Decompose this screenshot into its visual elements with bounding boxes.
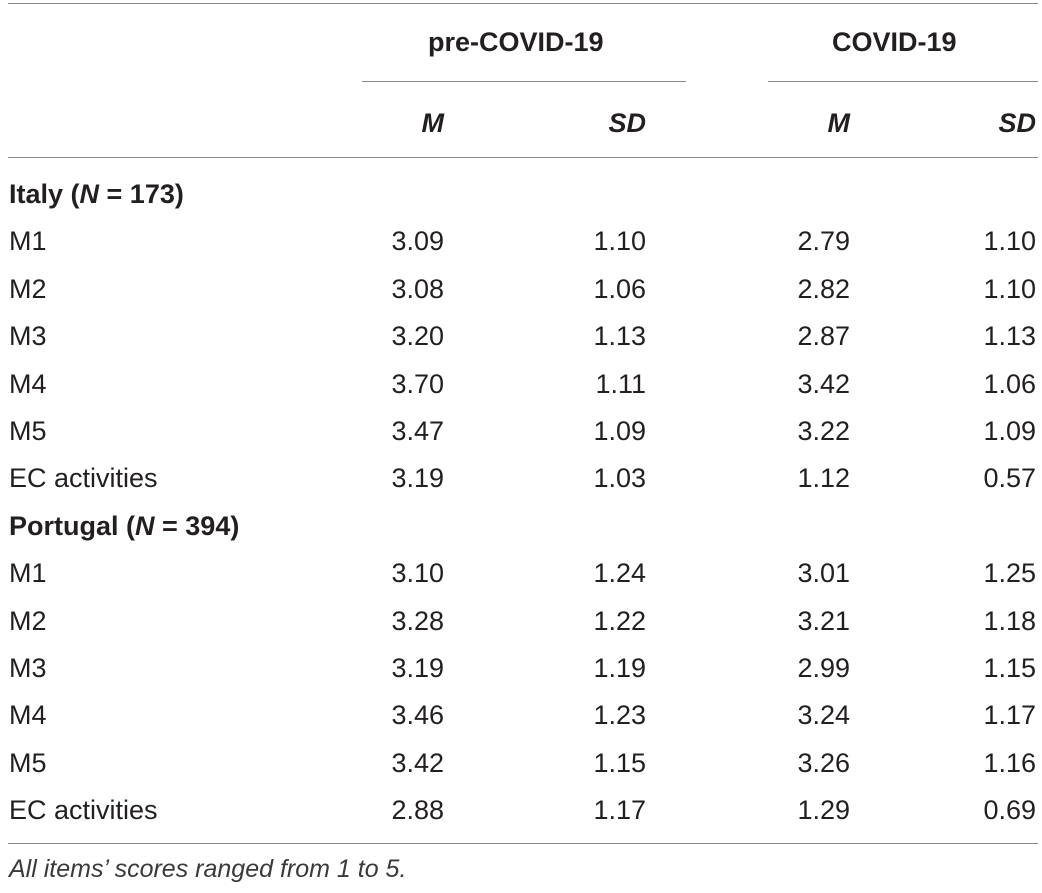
subheader-pre-m: M: [421, 108, 445, 138]
table-cell: 1.12: [797, 463, 850, 494]
table-cell: 1.09: [593, 416, 646, 446]
table-cell: 3.70: [391, 368, 444, 399]
section-name: Portugal: [9, 510, 119, 541]
table-cell: 3.09: [391, 226, 444, 257]
table-cell: 1.16: [983, 747, 1036, 778]
table-cell: 1.17: [593, 795, 646, 826]
group-rule-pre-covid: [362, 81, 686, 82]
table-cell: 1.10: [983, 273, 1036, 304]
section-header: Italy (N = 173): [9, 179, 184, 209]
section-n-symbol: N: [135, 510, 155, 541]
table-cell: 3.24: [797, 700, 850, 731]
section-name: Italy: [9, 179, 64, 209]
row-label: M3: [9, 321, 47, 352]
header-bottom-rule: [8, 157, 1038, 158]
table-cell: 3.08: [391, 273, 444, 304]
table-cell: 3.01: [797, 558, 850, 589]
section-n-value: = 394): [154, 510, 240, 541]
table-cell: 3.26: [797, 747, 850, 778]
group-rule-covid: [768, 81, 1038, 82]
row-label: M2: [9, 605, 47, 636]
table-top-rule: [8, 3, 1038, 4]
table-cell: 1.10: [593, 226, 646, 257]
row-label: M1: [9, 558, 47, 589]
section-n-symbol: N: [79, 179, 100, 209]
table-cell: 0.57: [983, 463, 1036, 494]
table-cell: 1.17: [983, 700, 1036, 731]
row-label: M1: [9, 226, 47, 257]
table-cell: 1.09: [983, 416, 1036, 446]
table-cell: 1.15: [983, 653, 1036, 683]
row-label: EC activities: [9, 795, 158, 826]
row-label: EC activities: [9, 463, 158, 494]
table-cell: 1.06: [593, 273, 646, 304]
group-header-pre-covid: pre-COVID-19: [428, 27, 604, 57]
subheader-covid-m: M: [827, 108, 851, 138]
section-header: Portugal (N = 394): [9, 510, 240, 541]
table-cell: 1.18: [983, 605, 1036, 636]
table-cell: 1.19: [593, 653, 646, 683]
row-label: M4: [9, 368, 47, 399]
section-n-value: = 173): [99, 179, 184, 209]
table-cell: 2.82: [797, 273, 850, 304]
table-cell: 1.25: [983, 558, 1036, 589]
row-label: M5: [9, 416, 47, 446]
table-cell: 2.79: [797, 226, 850, 257]
subheader-covid-sd: SD: [998, 108, 1036, 138]
table-cell: 1.15: [593, 747, 646, 778]
table-cell: 1.10: [983, 226, 1036, 257]
table-cell: 1.13: [983, 321, 1036, 352]
table-cell: 2.99: [797, 653, 850, 683]
table-cell: 3.42: [391, 747, 444, 778]
table-cell: 1.23: [593, 700, 646, 731]
table-cell: 1.11: [595, 368, 646, 399]
table-cell: 1.13: [593, 321, 646, 352]
row-label: M5: [9, 747, 47, 778]
table-cell: 2.88: [391, 795, 444, 826]
table-cell: 3.22: [797, 416, 850, 446]
table-cell: 3.42: [797, 368, 850, 399]
table-cell: 3.20: [391, 321, 444, 352]
table-cell: 2.87: [797, 321, 850, 352]
table-cell: 1.29: [797, 795, 850, 826]
row-label: M4: [9, 700, 47, 731]
table-cell: 3.46: [391, 700, 444, 731]
table-cell: 3.21: [797, 605, 850, 636]
table-cell: 3.10: [391, 558, 444, 589]
table-cell: 3.47: [391, 416, 444, 446]
table-cell: 3.28: [391, 605, 444, 636]
table-cell: 1.24: [593, 558, 646, 589]
row-label: M3: [9, 653, 47, 683]
table-footnote: All items’ scores ranged from 1 to 5.: [9, 855, 407, 883]
table-cell: 1.22: [593, 605, 646, 636]
table-cell: 0.69: [983, 795, 1036, 826]
table-cell: 1.06: [983, 368, 1036, 399]
row-label: M2: [9, 273, 47, 304]
table-cell: 3.19: [391, 653, 444, 683]
subheader-pre-sd: SD: [608, 108, 646, 138]
table-cell: 1.03: [593, 463, 646, 494]
table-bottom-rule: [8, 843, 1038, 844]
group-header-covid: COVID-19: [832, 27, 957, 57]
table-cell: 3.19: [391, 463, 444, 494]
